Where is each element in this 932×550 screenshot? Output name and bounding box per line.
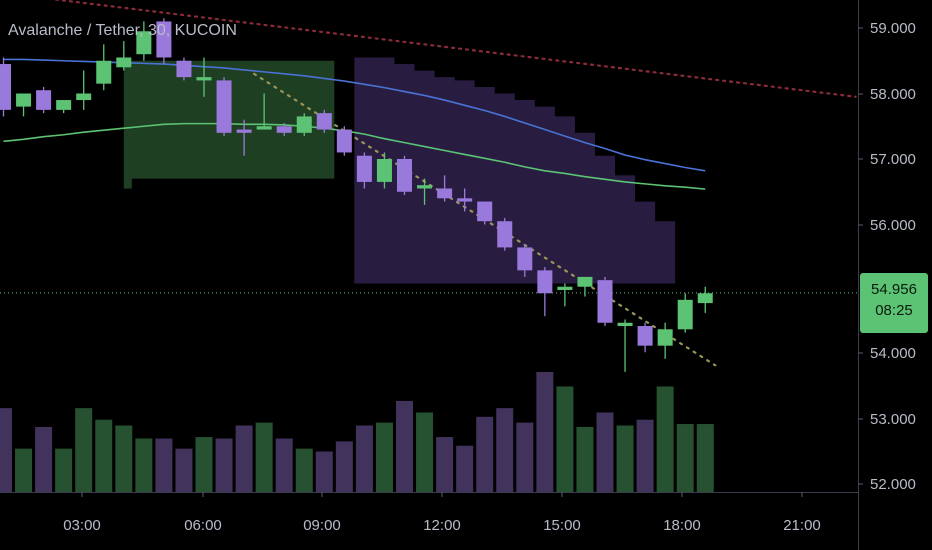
- volume-bar: [35, 426, 53, 492]
- x-tick-label: 21:00: [783, 517, 821, 534]
- volume-bar: [295, 448, 313, 492]
- volume-bar: [315, 451, 333, 492]
- volume-bar: [416, 412, 434, 492]
- y-tick-label: 59.000: [870, 20, 916, 37]
- volume-bar: [215, 438, 233, 492]
- volume-bar: [676, 424, 694, 492]
- x-tick-label: 03:00: [63, 517, 101, 534]
- y-tick-label: 54.000: [870, 345, 916, 362]
- candle-body: [0, 64, 11, 110]
- volume-bar: [556, 386, 574, 492]
- volume-bar: [616, 425, 634, 492]
- volume-bar: [95, 419, 113, 492]
- last-price-value: 54.956: [871, 281, 917, 298]
- volume-layer: [0, 372, 714, 492]
- volume-bar: [476, 416, 494, 492]
- chart-title: Avalanche / Tether, 30, KUCOIN: [8, 22, 237, 39]
- candle-body: [417, 185, 433, 189]
- y-tick-label: 52.000: [870, 476, 916, 493]
- volume-bar: [15, 448, 33, 492]
- volume-bar: [596, 412, 614, 492]
- candle-body: [577, 276, 593, 287]
- volume-bar: [175, 448, 193, 492]
- candle-body: [517, 247, 533, 271]
- candle-body: [296, 116, 312, 133]
- candle-body: [76, 93, 92, 101]
- bar-countdown: 08:25: [875, 302, 913, 319]
- resistance-line: [50, 0, 857, 98]
- volume-bar: [496, 408, 514, 492]
- volume-bar: [335, 441, 353, 492]
- volume-bar: [0, 408, 12, 492]
- candle-body: [356, 155, 372, 182]
- volume-bar: [275, 438, 293, 492]
- candle-body: [657, 329, 673, 346]
- volume-bar: [115, 425, 133, 492]
- candle-body: [397, 159, 412, 192]
- volume-bar: [436, 437, 454, 492]
- volume-bar: [456, 445, 474, 492]
- candle-body: [136, 31, 152, 55]
- x-tick-label: 09:00: [303, 517, 341, 534]
- candle-body: [216, 80, 232, 133]
- candle-body: [36, 90, 52, 110]
- last-price-tag: 54.956 08:25: [860, 273, 928, 333]
- volume-bar: [396, 400, 413, 492]
- volume-bar: [235, 425, 253, 492]
- x-tick-label: 12:00: [423, 517, 461, 534]
- candle-body: [316, 113, 332, 130]
- candle-body: [557, 286, 573, 290]
- volume-bar: [155, 438, 173, 492]
- candle-body: [236, 129, 252, 133]
- candle-body: [176, 60, 192, 78]
- candle-body: [457, 198, 473, 202]
- y-tick-label: 56.000: [870, 217, 916, 234]
- volume-bar: [375, 422, 393, 492]
- candle-body: [256, 126, 272, 130]
- candle-body: [96, 60, 112, 84]
- x-tick-label: 18:00: [663, 517, 701, 534]
- candle-body: [336, 129, 352, 153]
- volume-bar: [135, 438, 153, 492]
- candle-body: [196, 77, 212, 81]
- volume-bar: [355, 425, 373, 492]
- candle-body: [677, 299, 693, 330]
- candle-body: [376, 159, 392, 182]
- candle-body: [16, 93, 32, 107]
- volume-bar: [576, 426, 594, 492]
- volume-bar: [195, 437, 213, 492]
- zone-purple: [354, 57, 676, 284]
- volume-bar: [536, 372, 554, 492]
- x-tick-label: 06:00: [184, 517, 222, 534]
- candle-body: [116, 57, 132, 68]
- volume-bar: [255, 422, 273, 492]
- y-tick-label: 53.000: [870, 411, 916, 428]
- candle-body: [637, 326, 653, 346]
- candle-body: [537, 270, 553, 294]
- candle-body: [617, 322, 633, 327]
- x-tick-label: 15:00: [543, 517, 581, 534]
- volume-bar: [696, 424, 714, 492]
- candle-body: [437, 188, 453, 199]
- volume-bar: [516, 422, 534, 492]
- candle-body: [497, 221, 513, 248]
- ma-fast-line: [3, 122, 706, 190]
- y-tick-label: 58.000: [870, 86, 916, 103]
- candle-body: [477, 201, 493, 222]
- candle-body: [156, 21, 172, 58]
- candles-layer: [0, 18, 713, 372]
- volume-bar: [656, 386, 674, 492]
- candle-body: [56, 100, 72, 110]
- candle-body: [697, 293, 713, 304]
- candle-body: [276, 126, 292, 133]
- volume-bar: [75, 408, 93, 492]
- candle-body: [597, 280, 613, 323]
- volume-bar: [55, 448, 73, 492]
- y-tick-label: 57.000: [870, 151, 916, 168]
- volume-bar: [636, 419, 654, 492]
